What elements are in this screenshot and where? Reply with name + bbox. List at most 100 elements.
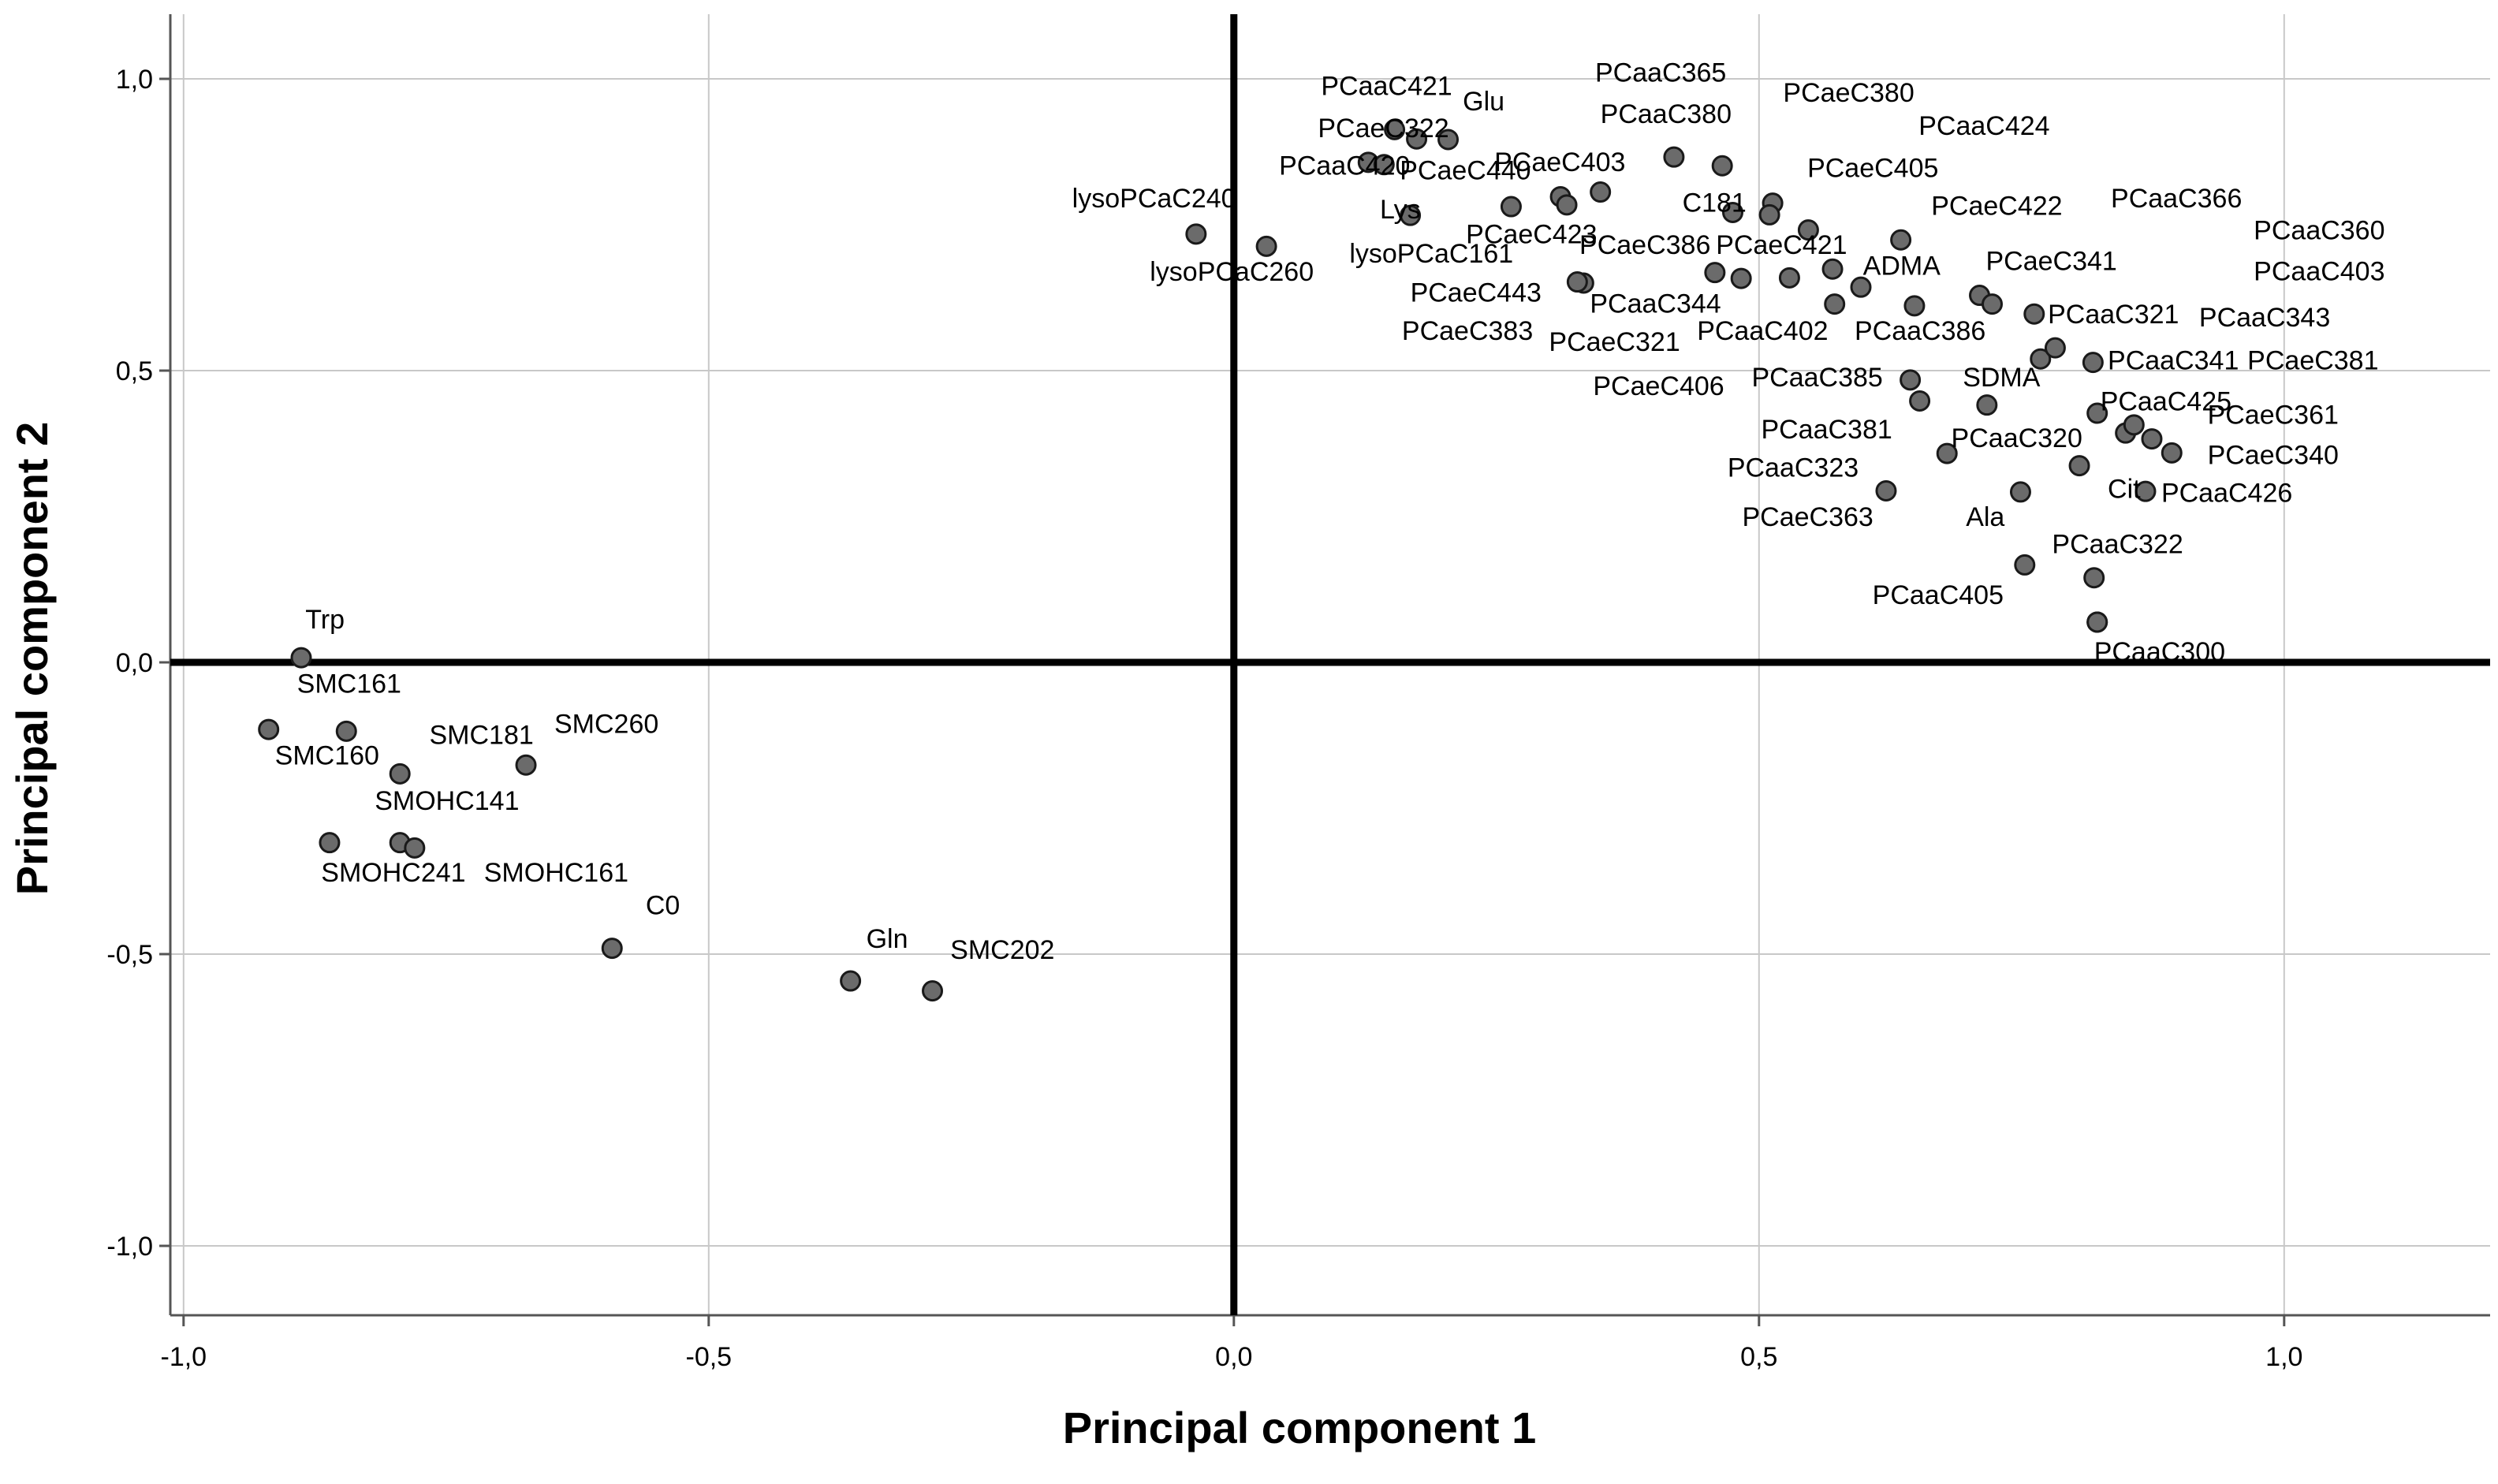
point-label: PCaaC366 xyxy=(2111,184,2242,214)
point-label: PCaaC360 xyxy=(2254,216,2384,246)
point-label: PCaaC380 xyxy=(1601,99,1732,129)
point-label: SMOHC141 xyxy=(375,786,519,816)
data-point xyxy=(2068,455,2090,477)
data-point xyxy=(1890,229,1912,251)
data-point xyxy=(1903,295,1926,317)
point-label: PCaeC423 xyxy=(1466,220,1597,250)
data-point xyxy=(1406,128,1428,150)
y-tick-label: 0,5 xyxy=(116,356,153,386)
data-point xyxy=(2023,303,2045,325)
x-axis-title: Principal component 1 xyxy=(1063,1403,1537,1452)
point-label: PCaeC440 xyxy=(1400,155,1530,185)
data-point xyxy=(1500,196,1522,218)
point-label: Trp xyxy=(305,605,345,635)
data-point xyxy=(258,718,280,740)
data-point xyxy=(1730,267,1752,289)
data-point xyxy=(1663,146,1685,168)
data-point xyxy=(2014,554,2036,576)
point-label: PCaaC425 xyxy=(2101,386,2231,416)
data-point xyxy=(1400,204,1422,226)
point-label: SMOHC241 xyxy=(321,858,465,888)
point-label: SMC161 xyxy=(297,669,401,699)
data-point xyxy=(1556,194,1578,216)
point-label: Ala xyxy=(1966,502,2004,532)
point-label: PCaeC383 xyxy=(1402,316,1533,346)
data-point xyxy=(290,647,312,669)
data-point xyxy=(1982,293,2004,315)
point-labels: Trp SMC161 SMC160 SMC181 SMC260 SMOHC141 SMOHC… xyxy=(275,58,2385,965)
data-point xyxy=(2123,414,2145,436)
data-point xyxy=(2082,352,2104,374)
data-point xyxy=(319,832,341,854)
data-point xyxy=(1437,129,1460,151)
data-point xyxy=(1850,276,1872,298)
data-point xyxy=(1824,293,1846,315)
x-tick-label: 0,0 xyxy=(1215,1342,1252,1372)
data-point xyxy=(2030,348,2052,370)
point-label: PCaaC321 xyxy=(2048,300,2179,330)
point-label: PCaaC402 xyxy=(1697,316,1828,346)
point-label: SMOHC161 xyxy=(484,858,628,888)
data-point xyxy=(2083,567,2105,589)
point-label: PCaeC406 xyxy=(1593,371,1724,401)
data-point xyxy=(1909,390,1931,412)
data-point xyxy=(1936,442,1958,464)
point-label: PCaaC421 xyxy=(1321,72,1452,102)
data-point xyxy=(1875,479,1897,502)
data-point xyxy=(1185,223,1207,245)
point-label: PCaaC323 xyxy=(1728,453,1859,483)
data-point xyxy=(2086,402,2108,424)
point-label: SMC260 xyxy=(554,710,658,740)
data-point xyxy=(1255,235,1277,257)
point-label: SMC181 xyxy=(429,721,533,751)
point-label: Gln xyxy=(867,924,908,954)
data-point xyxy=(2161,442,2183,464)
data-point xyxy=(1900,369,1922,391)
data-point xyxy=(2134,480,2157,502)
y-tick-label: -1,0 xyxy=(106,1232,153,1262)
point-label: lysoPCaC240 xyxy=(1072,184,1236,214)
point-label: PCaeC340 xyxy=(2208,440,2339,470)
point-label: lysoPCaC260 xyxy=(1150,257,1314,287)
x-tick-label: 0,5 xyxy=(1740,1342,1777,1372)
x-tick-label: 1,0 xyxy=(2265,1342,2302,1372)
data-point xyxy=(1821,258,1844,280)
point-label: lysoPCaC161 xyxy=(1349,239,1513,269)
data-point xyxy=(515,754,537,776)
point-label: PCaaC300 xyxy=(2094,637,2225,667)
point-label: PCaeC341 xyxy=(1986,247,2117,277)
point-label: Cit xyxy=(2108,474,2141,504)
point-label: PCaaC322 xyxy=(2052,530,2183,560)
data-point xyxy=(335,720,357,742)
data-point xyxy=(1797,219,1819,241)
y-tick-label: 1,0 xyxy=(116,65,153,95)
point-label: SMC202 xyxy=(950,935,1054,965)
point-label: PCaaC403 xyxy=(2254,256,2384,286)
point-label: PCaeC403 xyxy=(1494,147,1625,177)
data-point xyxy=(1976,394,1998,416)
point-label: PCaaC420 xyxy=(1279,151,1410,181)
point-label: SDMA xyxy=(1963,363,2041,393)
point-label: PCaaC343 xyxy=(2199,303,2330,333)
point-label: PCaeC363 xyxy=(1742,502,1873,532)
point-label: Glu xyxy=(1463,87,1504,117)
point-label: PCaeC380 xyxy=(1783,78,1914,108)
point-label: PCaeC443 xyxy=(1411,278,1542,308)
data-point xyxy=(922,980,944,1002)
point-label: PCaaC320 xyxy=(1952,423,2082,453)
data-point xyxy=(2141,428,2163,450)
data-point xyxy=(2086,611,2108,633)
point-label: PCaaC381 xyxy=(1761,415,1892,445)
point-label: PCaaC386 xyxy=(1855,316,1985,346)
y-axis-title: Principal component 2 xyxy=(7,422,57,896)
point-label: PCaaC385 xyxy=(1751,363,1882,393)
point-label: PCaeC421 xyxy=(1716,230,1847,260)
point-label: PCaeC381 xyxy=(2247,346,2378,376)
point-label: PCaeC422 xyxy=(1931,191,2062,221)
data-point xyxy=(1722,201,1743,223)
point-label: PCaeC405 xyxy=(1807,153,1938,183)
data-point xyxy=(1758,203,1780,226)
point-label: PCaaC424 xyxy=(1918,111,2049,141)
